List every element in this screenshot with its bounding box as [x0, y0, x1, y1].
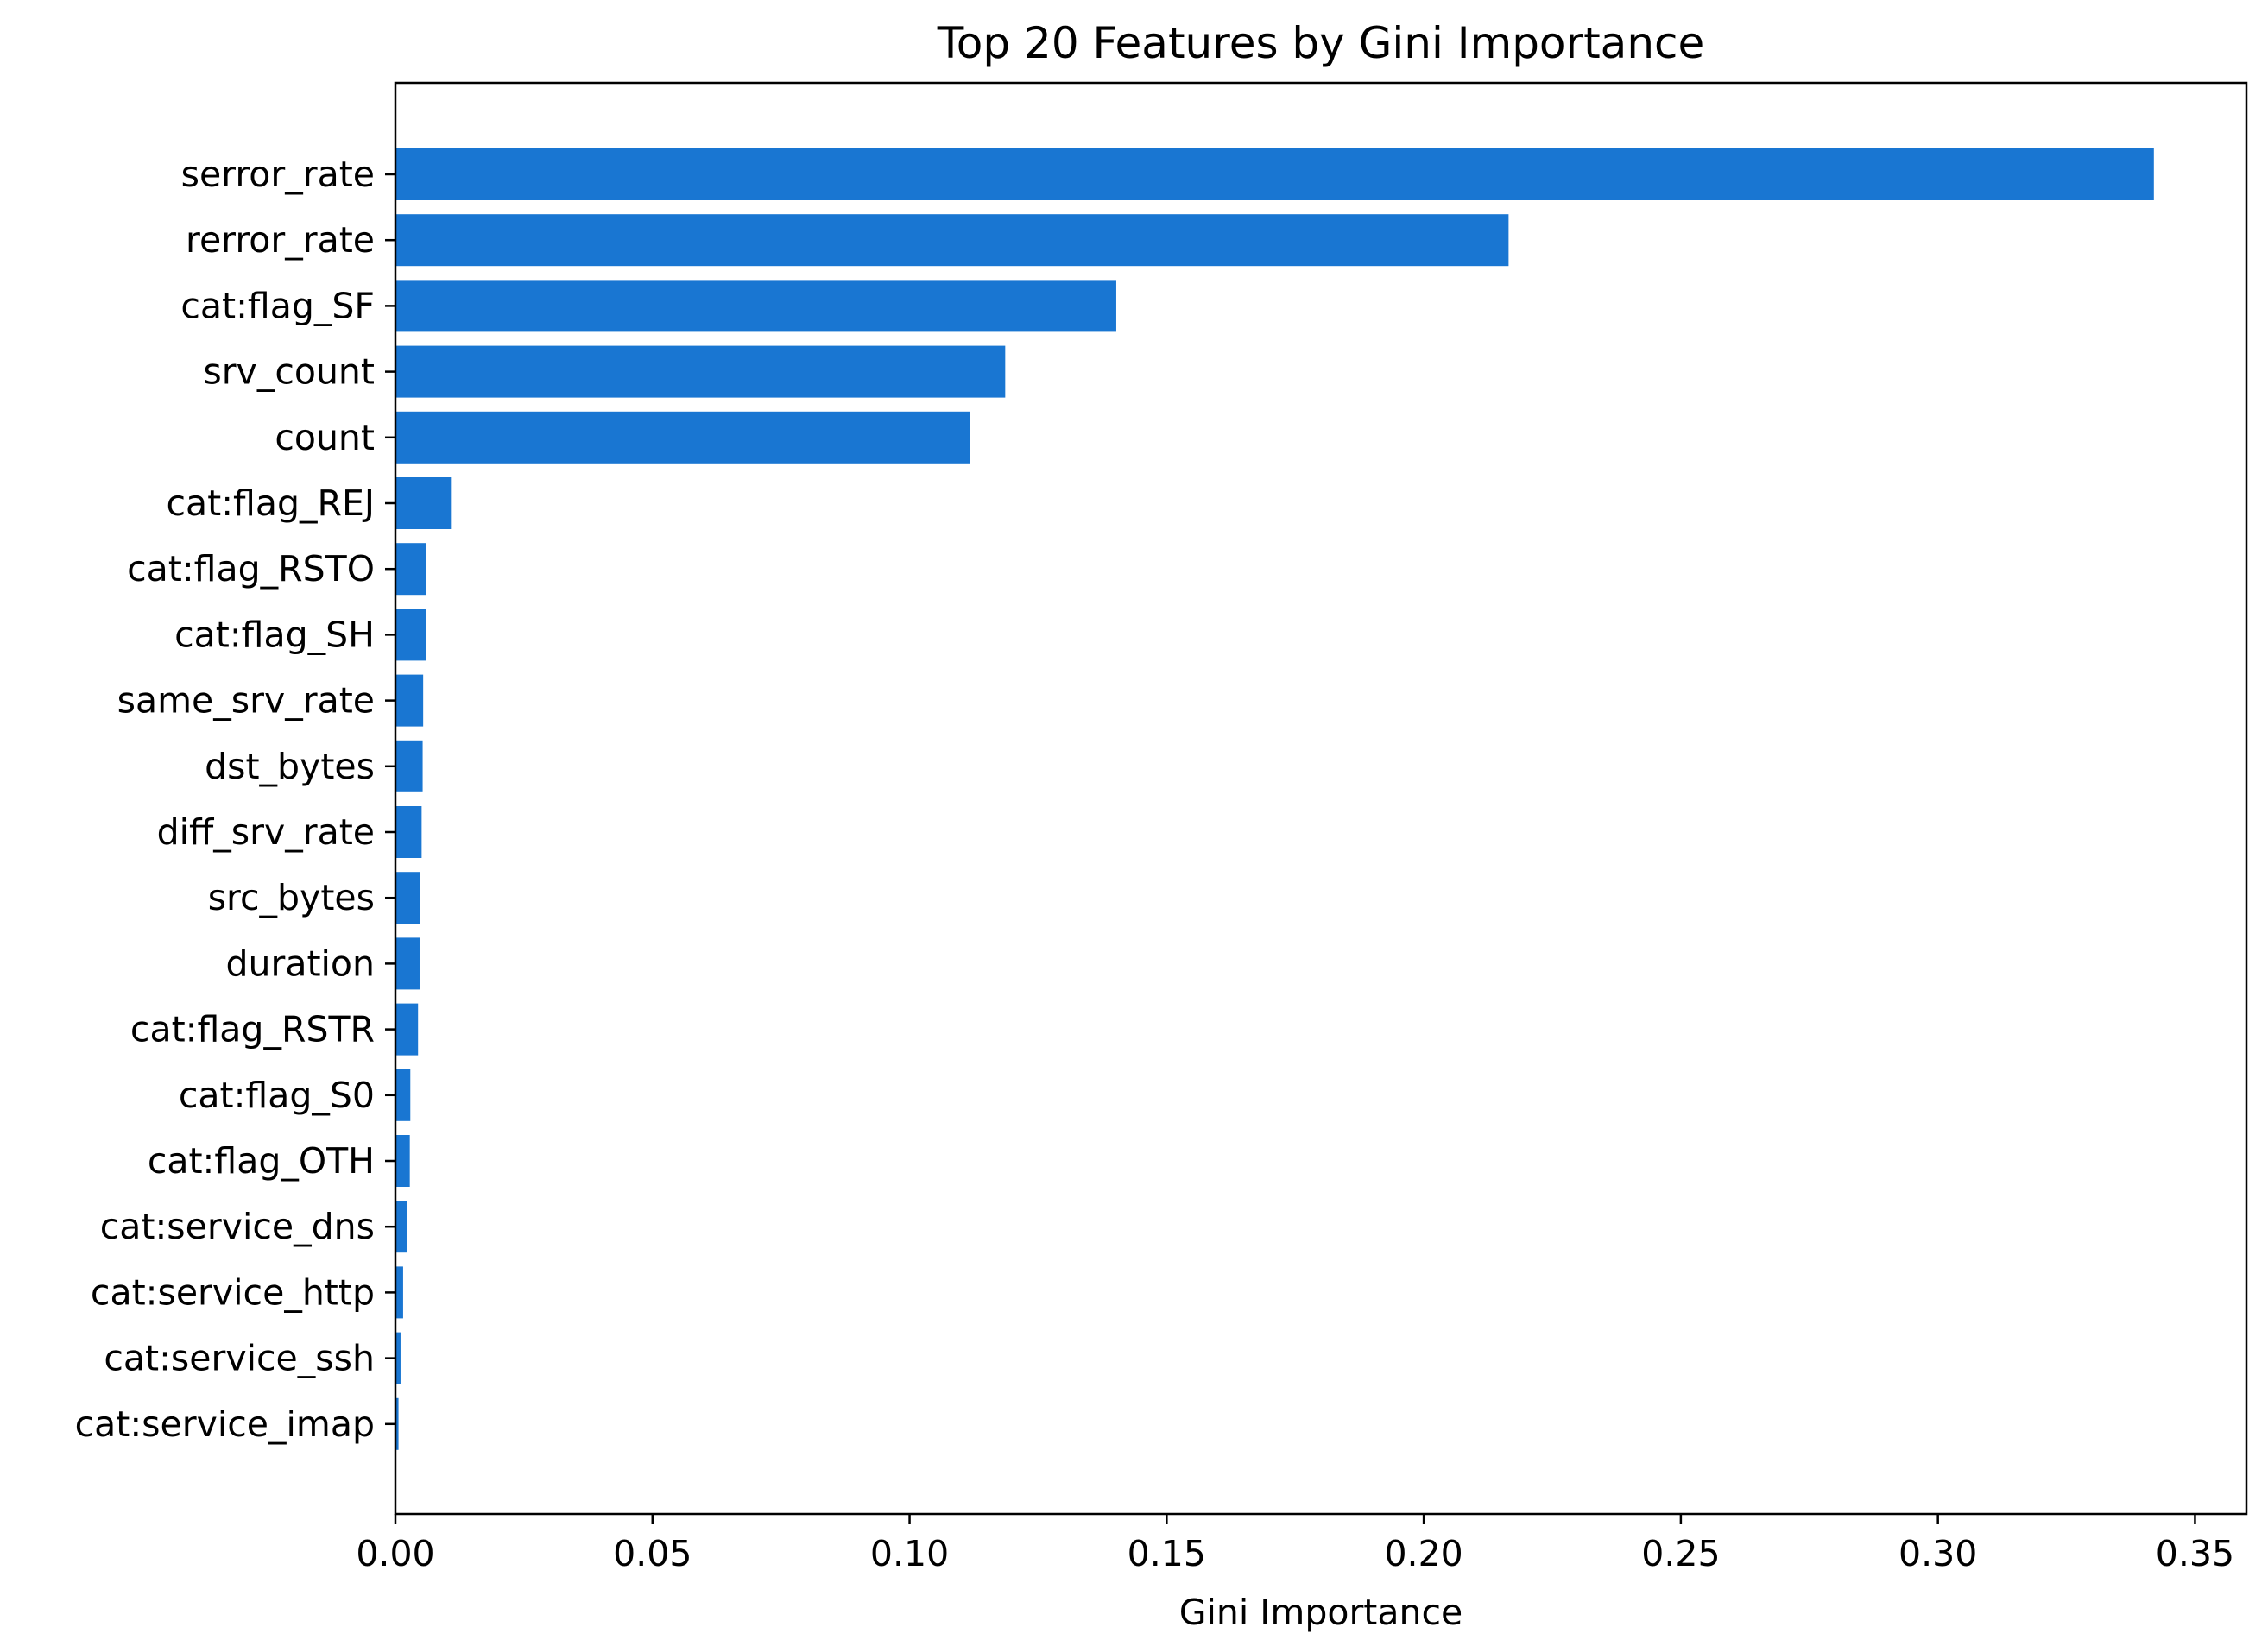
y-tick-label: duration: [225, 943, 375, 984]
y-tick-label: cat:service_http: [91, 1271, 375, 1313]
plot-frame: [394, 81, 2248, 1516]
x-tick-label: 0.35: [2156, 1533, 2234, 1574]
y-tick-label: cat:flag_SH: [174, 614, 375, 655]
y-tick-label: cat:flag_RSTR: [130, 1009, 375, 1050]
x-axis: 0.00 0.05 0.10 0.15 0.20 0.25 0.30 0.35: [356, 1514, 2234, 1574]
y-tick-label: cat:flag_REJ: [166, 482, 375, 524]
y-tick-label: srv_count: [203, 351, 375, 393]
y-tick-label: cat:flag_SF: [180, 285, 375, 326]
bar-cat-service-http: [395, 1266, 403, 1319]
x-tick-label: 0.25: [1641, 1533, 1720, 1574]
y-tick-label: cat:service_ssh: [104, 1338, 375, 1379]
y-tick-label: cat:flag_S0: [179, 1075, 375, 1116]
bar-cat-flag-oth: [395, 1135, 410, 1187]
bar-cat-service-dns: [395, 1201, 407, 1253]
bar-rerror-rate: [395, 214, 1509, 267]
bar-cat-flag-sf: [395, 280, 1116, 332]
bar-cat-flag-rstr: [395, 1003, 419, 1056]
y-tick-label: serror_rate: [181, 154, 375, 195]
bar-cat-flag-sh: [395, 609, 426, 661]
bar-cat-flag-rsto: [395, 543, 426, 596]
y-tick-label: same_srv_rate: [117, 680, 375, 722]
y-axis: serror_rate rerror_rate cat:flag_SF srv_cou…: [75, 154, 395, 1445]
y-tick-label: cat:service_dns: [100, 1206, 375, 1247]
bar-same-srv-rate: [395, 674, 424, 727]
y-tick-label: src_bytes: [208, 877, 375, 918]
x-tick-label: 0.20: [1384, 1533, 1463, 1574]
y-tick-label: cat:service_imap: [75, 1403, 375, 1445]
bar-cat-flag-s0: [395, 1069, 411, 1121]
bar-srv-count: [395, 345, 1006, 398]
x-tick-label: 0.00: [356, 1533, 434, 1574]
bar-dst-bytes: [395, 740, 423, 792]
bar-cat-service-imap: [395, 1397, 399, 1450]
bar-serror-rate: [395, 148, 2154, 200]
x-tick-label: 0.15: [1128, 1533, 1206, 1574]
y-tick-label: diff_srv_rate: [157, 811, 375, 853]
chart-title: Top 20 Features by Gini Importance: [937, 18, 1705, 68]
x-tick-label: 0.30: [1898, 1533, 1977, 1574]
y-tick-label: cat:flag_RSTO: [127, 548, 375, 590]
bar-src-bytes: [395, 872, 420, 924]
y-tick-label: cat:flag_OTH: [148, 1140, 375, 1182]
bar-diff-srv-rate: [395, 806, 422, 858]
bars-layer: [395, 148, 2154, 1450]
bar-count: [395, 411, 970, 464]
bar-cat-service-ssh: [395, 1332, 401, 1384]
x-tick-label: 0.10: [870, 1533, 949, 1574]
bar-duration: [395, 937, 420, 990]
y-tick-label: count: [275, 417, 375, 458]
x-axis-label: Gini Importance: [1179, 1592, 1463, 1633]
x-tick-label: 0.05: [613, 1533, 692, 1574]
y-tick-label: rerror_rate: [186, 219, 375, 261]
bar-cat-flag-rej: [395, 477, 452, 529]
y-tick-label: dst_bytes: [205, 746, 375, 787]
